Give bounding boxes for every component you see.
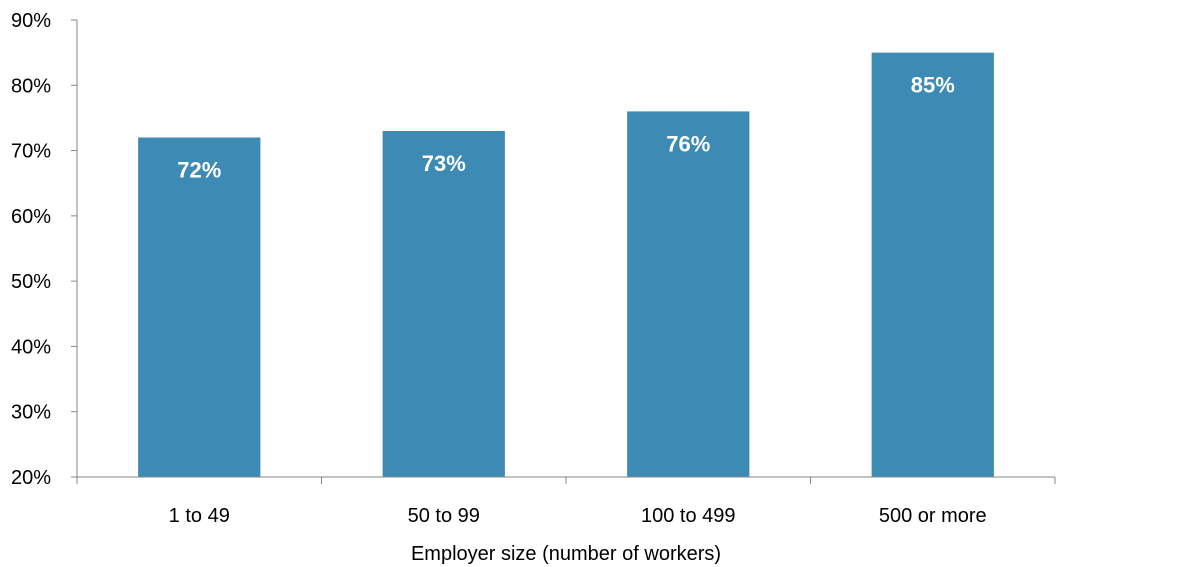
- bar-value-label-2: 73%: [422, 151, 466, 176]
- y-tick-label: 70%: [11, 141, 51, 163]
- bar-4: [871, 52, 994, 477]
- y-tick-label: 80%: [11, 75, 51, 97]
- bars-group: [138, 52, 994, 478]
- x-category-label-1: 1 to 49: [169, 505, 230, 527]
- bar-value-label-4: 85%: [911, 73, 955, 98]
- bar-2: [382, 130, 505, 478]
- y-tick-label: 40%: [11, 336, 51, 358]
- axes-group: [71, 19, 1056, 484]
- x-category-label-2: 50 to 99: [408, 505, 480, 527]
- x-axis-title: Employer size (number of workers): [411, 543, 721, 565]
- labels-group: 72% 73% 76% 85% 20% 30% 40% 50% 60% 70% 80% 90% 1 to…: [11, 10, 987, 527]
- bar-value-label-3: 76%: [666, 131, 710, 156]
- y-tick-label: 50%: [11, 271, 51, 293]
- y-tick-label: 90%: [11, 10, 51, 32]
- y-tick-label: 20%: [11, 467, 51, 489]
- y-tick-label: 60%: [11, 206, 51, 228]
- bar-3: [627, 111, 750, 478]
- x-category-label-3: 100 to 499: [641, 505, 736, 527]
- bar-value-label-1: 72%: [177, 158, 221, 183]
- x-category-label-4: 500 or more: [879, 505, 987, 527]
- y-tick-label: 30%: [11, 402, 51, 424]
- bar-1: [138, 137, 261, 477]
